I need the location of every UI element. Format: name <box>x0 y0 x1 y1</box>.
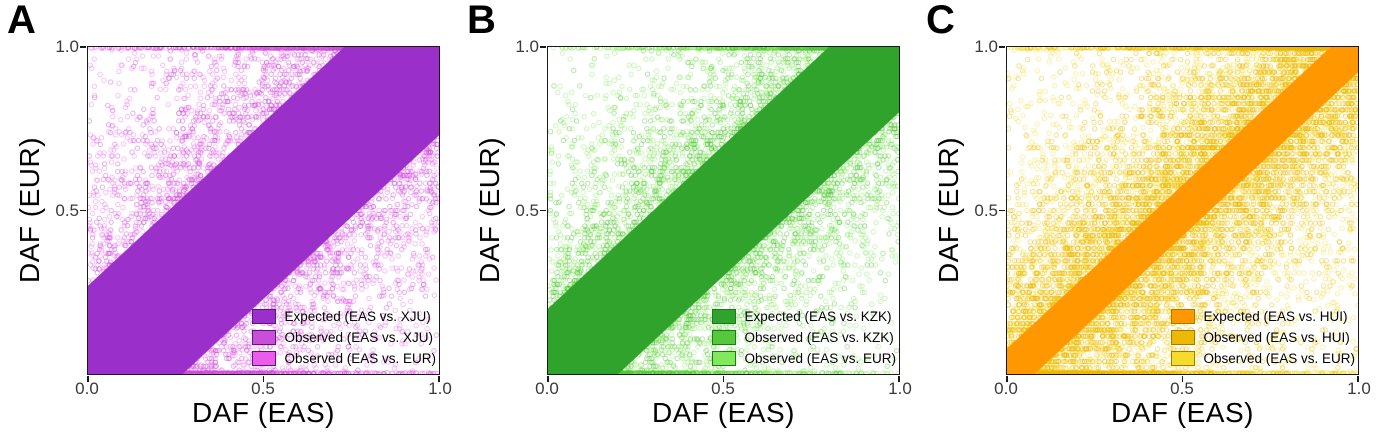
legend-item: Observed (EAS vs. XJU) <box>252 330 436 345</box>
plot-area: Expected (EAS vs. KZK) Observed (EAS vs.… <box>540 46 900 382</box>
legend-label: Observed (EAS vs. XJU) <box>284 329 433 345</box>
legend-item: Expected (EAS vs. XJU) <box>252 309 436 324</box>
y-tick-mark <box>80 46 86 48</box>
x-tick-label: 1.0 <box>1347 379 1371 398</box>
legend-item: Observed (EAS vs. EUR) <box>1171 351 1355 366</box>
y-tick-label: 0.5 <box>974 201 998 220</box>
legend-label: Expected (EAS vs. HUI) <box>1203 308 1348 324</box>
legend-item: Expected (EAS vs. KZK) <box>712 309 896 324</box>
legend-item: Observed (EAS vs. KZK) <box>712 330 896 345</box>
y-tick-mark <box>540 46 546 48</box>
x-tick-mark <box>438 376 440 382</box>
legend-item: Observed (EAS vs. EUR) <box>712 351 896 366</box>
y-tick-mark <box>999 209 1005 212</box>
x-tick-label: 0.0 <box>75 379 99 398</box>
x-axis-title: DAF (EAS) <box>1111 397 1254 428</box>
x-tick-label: 1.0 <box>888 379 912 398</box>
x-tick-mark <box>1006 376 1008 382</box>
x-tick-mark <box>547 376 549 382</box>
plot-area: Expected (EAS vs. HUI) Observed (EAS vs.… <box>999 46 1359 382</box>
x-tick-label: 0.0 <box>994 379 1018 398</box>
y-tick-mark <box>80 209 86 212</box>
y-tick-label: 1.0 <box>515 37 539 56</box>
panel-letter: C <box>926 0 955 42</box>
legend-swatch-expected <box>1171 309 1196 324</box>
y-tick-label: 0.5 <box>515 201 539 220</box>
legend: Expected (EAS vs. XJU) Observed (EAS vs.… <box>252 309 436 366</box>
x-tick-label: 0.0 <box>535 379 559 398</box>
legend-swatch-observed <box>252 330 277 345</box>
x-tick-label: 0.5 <box>251 379 275 398</box>
x-tick-mark <box>722 376 725 382</box>
panel-letter: B <box>467 0 496 42</box>
legend-item: Observed (EAS vs. HUI) <box>1171 330 1355 345</box>
legend-swatch-observed-eur <box>712 351 737 366</box>
legend-item: Expected (EAS vs. HUI) <box>1171 309 1355 324</box>
x-tick-mark <box>262 376 265 382</box>
legend-swatch-observed <box>712 330 737 345</box>
legend-item: Observed (EAS vs. EUR) <box>252 351 436 366</box>
x-tick-label: 1.0 <box>428 379 452 398</box>
legend: Expected (EAS vs. KZK) Observed (EAS vs.… <box>712 309 896 366</box>
legend-swatch-expected <box>252 309 277 324</box>
x-tick-mark <box>1357 376 1359 382</box>
x-axis-title: DAF (EAS) <box>652 397 795 428</box>
legend: Expected (EAS vs. HUI) Observed (EAS vs.… <box>1171 309 1355 366</box>
panel-b: B DAF (EUR) 1.0 0.5 Expected (EAS vs. KZ… <box>460 0 920 445</box>
panel-c: C DAF (EUR) 1.0 0.5 Expected (EAS vs. HU… <box>919 0 1379 445</box>
y-tick-label: 0.5 <box>55 201 79 220</box>
legend-label: Observed (EAS vs. EUR) <box>1203 350 1355 366</box>
legend-swatch-observed-eur <box>252 351 277 366</box>
legend-label: Observed (EAS vs. KZK) <box>744 329 894 345</box>
legend-swatch-observed-eur <box>1171 351 1196 366</box>
y-tick-mark <box>999 46 1005 48</box>
y-tick-label: 1.0 <box>974 37 998 56</box>
legend-label: Observed (EAS vs. HUI) <box>1203 329 1350 345</box>
plot-area: Expected (EAS vs. XJU) Observed (EAS vs.… <box>80 46 440 382</box>
legend-swatch-observed <box>1171 330 1196 345</box>
y-tick-mark <box>540 209 546 212</box>
x-tick-mark <box>87 376 89 382</box>
panel-letter: A <box>7 0 36 42</box>
y-tick-label: 1.0 <box>55 37 79 56</box>
legend-label: Observed (EAS vs. EUR) <box>744 350 896 366</box>
legend-label: Expected (EAS vs. KZK) <box>744 308 892 324</box>
x-tick-mark <box>1181 376 1184 382</box>
panel-a: A DAF (EUR) 1.0 0.5 Expected (EAS vs. XJ… <box>0 0 460 445</box>
x-tick-mark <box>898 376 900 382</box>
x-axis-title: DAF (EAS) <box>192 397 335 428</box>
x-tick-label: 0.5 <box>711 379 735 398</box>
legend-label: Observed (EAS vs. EUR) <box>284 350 436 366</box>
x-tick-label: 0.5 <box>1170 379 1194 398</box>
legend-swatch-expected <box>712 309 737 324</box>
legend-label: Expected (EAS vs. XJU) <box>284 308 431 324</box>
